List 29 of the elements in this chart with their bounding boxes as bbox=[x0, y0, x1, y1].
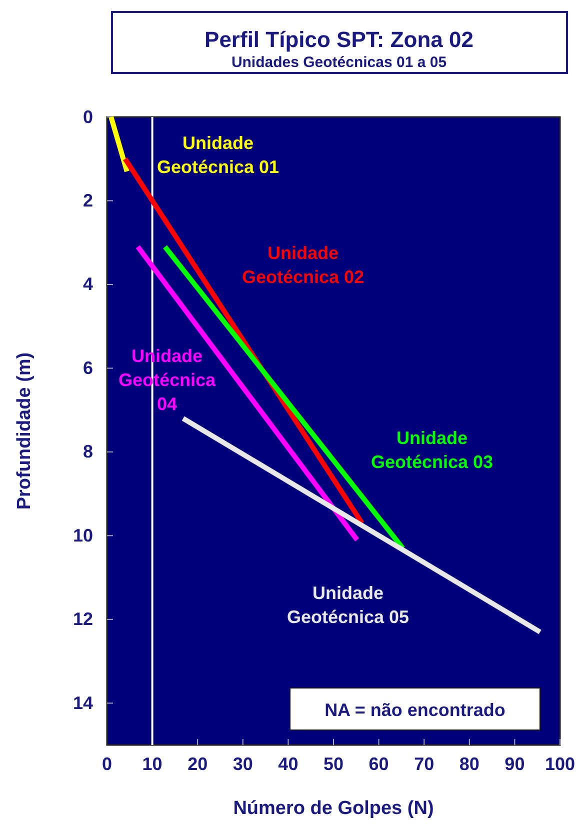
x-axis-title: Número de Golpes (N) bbox=[233, 798, 434, 819]
annotation: NA = não encontrado bbox=[324, 700, 506, 720]
x-tick-label: 70 bbox=[414, 754, 434, 774]
y-tick-label: 14 bbox=[72, 692, 93, 713]
x-tick-label: 60 bbox=[368, 754, 389, 774]
series-label: Unidade Geotécnica 03 bbox=[370, 428, 494, 472]
x-tick-label: 50 bbox=[323, 754, 344, 774]
x-tick-label: 0 bbox=[102, 754, 112, 774]
x-tick-label: 20 bbox=[188, 754, 208, 774]
y-tick-label: 4 bbox=[82, 274, 93, 294]
y-tick-label: 2 bbox=[82, 190, 93, 210]
chart-subtitle: Unidades Geotécnicas 01 a 05 bbox=[231, 54, 447, 71]
y-tick-label: 0 bbox=[82, 106, 93, 127]
series-label: Unidade Geotécnica 05 bbox=[286, 583, 410, 627]
y-tick-label: 10 bbox=[72, 525, 93, 546]
x-tick-label: 10 bbox=[142, 754, 162, 774]
series-label: Unidade Geotécnica 01 bbox=[156, 133, 280, 177]
y-tick-label: 12 bbox=[72, 609, 93, 630]
x-tick-label: 100 bbox=[544, 754, 576, 774]
y-tick-label: 8 bbox=[82, 442, 93, 462]
y-tick-label: 6 bbox=[82, 358, 93, 378]
x-tick-label: 90 bbox=[504, 754, 525, 774]
y-axis-title: Profundidade (m) bbox=[14, 352, 35, 510]
x-tick-label: 40 bbox=[278, 754, 298, 774]
chart-title: Perfil Típico SPT: Zona 02 bbox=[204, 27, 474, 52]
series-label: Unidade Geotécnica 02 bbox=[242, 243, 364, 287]
note-box: NA = não encontrado bbox=[290, 688, 540, 730]
x-tick-label: 80 bbox=[459, 754, 480, 774]
x-tick-label: 30 bbox=[232, 754, 253, 774]
